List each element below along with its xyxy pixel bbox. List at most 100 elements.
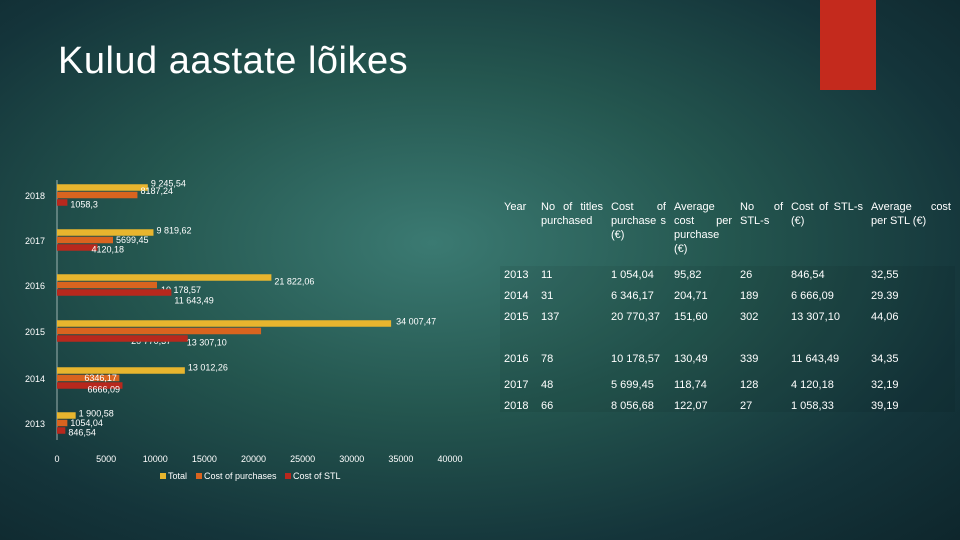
table-cell: 4 120,18 (791, 379, 834, 391)
table-cell: 11 (541, 269, 553, 281)
table-cell: 66 (541, 400, 554, 412)
header-avg-stl: Average cost per STL (€) (871, 201, 951, 227)
table-cell: 2014 (504, 290, 529, 302)
data-label: 6346,17 (84, 373, 117, 383)
bar-total-2017 (57, 229, 154, 236)
bar-cost-of-purchases-2015 (57, 327, 262, 335)
table-cell: 11 643,49 (791, 353, 840, 365)
data-label: 13 012,26 (188, 362, 228, 372)
x-tick-label: 20000 (241, 454, 266, 464)
legend-swatch (196, 473, 202, 479)
data-label: 8187,24 (140, 186, 173, 196)
table-row: 2017 48 5 699,45 118,74 128 4 120,18 32,19 (500, 376, 955, 397)
data-label: 21 822,06 (274, 276, 314, 286)
data-label: 5699,45 (116, 235, 149, 245)
bar-cost-of-stl-2014 (57, 382, 123, 389)
table-cell: 846,54 (791, 269, 825, 281)
legend-label: Total (168, 471, 187, 481)
bar-total-2013 (57, 412, 76, 419)
bar-cost-of-purchases-2017 (57, 236, 113, 244)
table-row: 2013 11 1 054,04 95,82 26 846,54 32,55 (500, 266, 955, 287)
table-cell: 122,07 (674, 400, 708, 412)
table-row: 2018 66 8 056,68 122,07 27 1 058,33 39,19 (500, 397, 955, 418)
table-cell: 2015 (504, 311, 529, 323)
table-cell: 2017 (504, 379, 529, 391)
y-tick-label: 2014 (25, 374, 45, 384)
bar-total-2014 (57, 367, 185, 374)
bar-total-2016 (57, 274, 272, 281)
data-label: 9 245,54 (151, 178, 186, 188)
table-row: 2014 31 6 346,17 204,71 189 6 666,09 29.39 (500, 287, 955, 308)
table-cell: 27 (740, 400, 753, 412)
table-cell: 8 056,68 (611, 400, 654, 412)
bar-cost-of-stl-2016 (57, 289, 172, 296)
bar-cost-of-stl-2018 (57, 199, 68, 206)
table-cell: 13 307,10 (791, 311, 840, 323)
bar-cost-of-purchases-2013 (57, 419, 68, 427)
header-cost-stl: Cost of STL-s (€) (791, 201, 863, 227)
table-cell: 5 699,45 (611, 379, 654, 391)
table-cell: 39,19 (871, 400, 899, 412)
table-cell: 339 (740, 353, 759, 365)
header-no-stl: No of STL-s (740, 201, 783, 227)
y-tick-label: 2015 (25, 327, 45, 337)
table-cell: 95,82 (674, 269, 702, 281)
x-tick-label: 15000 (192, 454, 217, 464)
bar-cost-of-purchases-2014 (57, 374, 120, 382)
bar-cost-of-purchases-2018 (57, 191, 138, 199)
table-cell: 26 (740, 269, 753, 281)
legend-swatch (285, 473, 291, 479)
legend-item: Cost of purchases (196, 471, 277, 481)
x-tick-label: 30000 (339, 454, 364, 464)
table-cell: 48 (541, 379, 554, 391)
bar-cost-of-stl-2017 (57, 244, 98, 251)
table-cell: 151,60 (674, 311, 708, 323)
table-cell: 118,74 (674, 379, 707, 391)
bar-cost-of-stl-2013 (57, 427, 66, 434)
table-cell: 137 (541, 311, 560, 323)
legend-swatch (160, 473, 166, 479)
bar-total-2018 (57, 184, 148, 191)
data-label: 1054,04 (70, 418, 103, 428)
data-label: 9 819,62 (156, 225, 191, 235)
table-cell: 20 770,37 (611, 311, 660, 323)
expenses-table: Year No of titles purchased Cost of purc… (500, 198, 955, 418)
header-avg-purchase: Average cost per purchase (€) (674, 201, 732, 255)
table-cell: 78 (541, 353, 554, 365)
y-tick-label: 2018 (25, 191, 45, 201)
table-cell: 6 346,17 (611, 290, 654, 302)
table-cell: 32,19 (871, 379, 899, 391)
x-tick-label: 5000 (96, 454, 116, 464)
table-cell: 2016 (504, 353, 529, 365)
data-label: 1 900,58 (79, 408, 114, 418)
table-band (500, 266, 955, 412)
table-cell: 204,71 (674, 290, 708, 302)
table-cell: 2018 (504, 400, 529, 412)
table-row: 2016 78 10 178,57 130,49 339 11 643,49 34,35 (500, 350, 955, 376)
table-cell: 302 (740, 311, 759, 323)
legend-label: Cost of purchases (204, 471, 277, 481)
table-cell: 10 178,57 (611, 353, 660, 365)
table-cell: 128 (740, 379, 759, 391)
bar-cost-of-purchases-2016 (57, 281, 158, 289)
y-tick-label: 2016 (25, 281, 45, 291)
legend-label: Cost of STL (293, 471, 341, 481)
y-tick-label: 2017 (25, 236, 45, 246)
table-cell: 1 058,33 (791, 400, 834, 412)
data-label: 6666,09 (87, 384, 120, 394)
table-cell: 130,49 (674, 353, 708, 365)
table-cell: 2013 (504, 269, 529, 281)
x-tick-label: 40000 (437, 454, 462, 464)
data-label: 846,54 (68, 427, 96, 437)
accent-bar (820, 0, 876, 90)
data-label: 34 007,47 (396, 316, 436, 326)
header-cost-purchases: Cost of purchase s (€) (611, 201, 666, 241)
data-label: 10 178,57 (161, 285, 201, 295)
x-tick-label: 35000 (388, 454, 413, 464)
table-cell: 6 666,09 (791, 290, 834, 302)
table-cell: 44,06 (871, 311, 899, 323)
header-titles: No of titles purchased (541, 201, 603, 227)
data-label: 13 307,10 (187, 337, 227, 347)
x-tick-label: 25000 (290, 454, 315, 464)
